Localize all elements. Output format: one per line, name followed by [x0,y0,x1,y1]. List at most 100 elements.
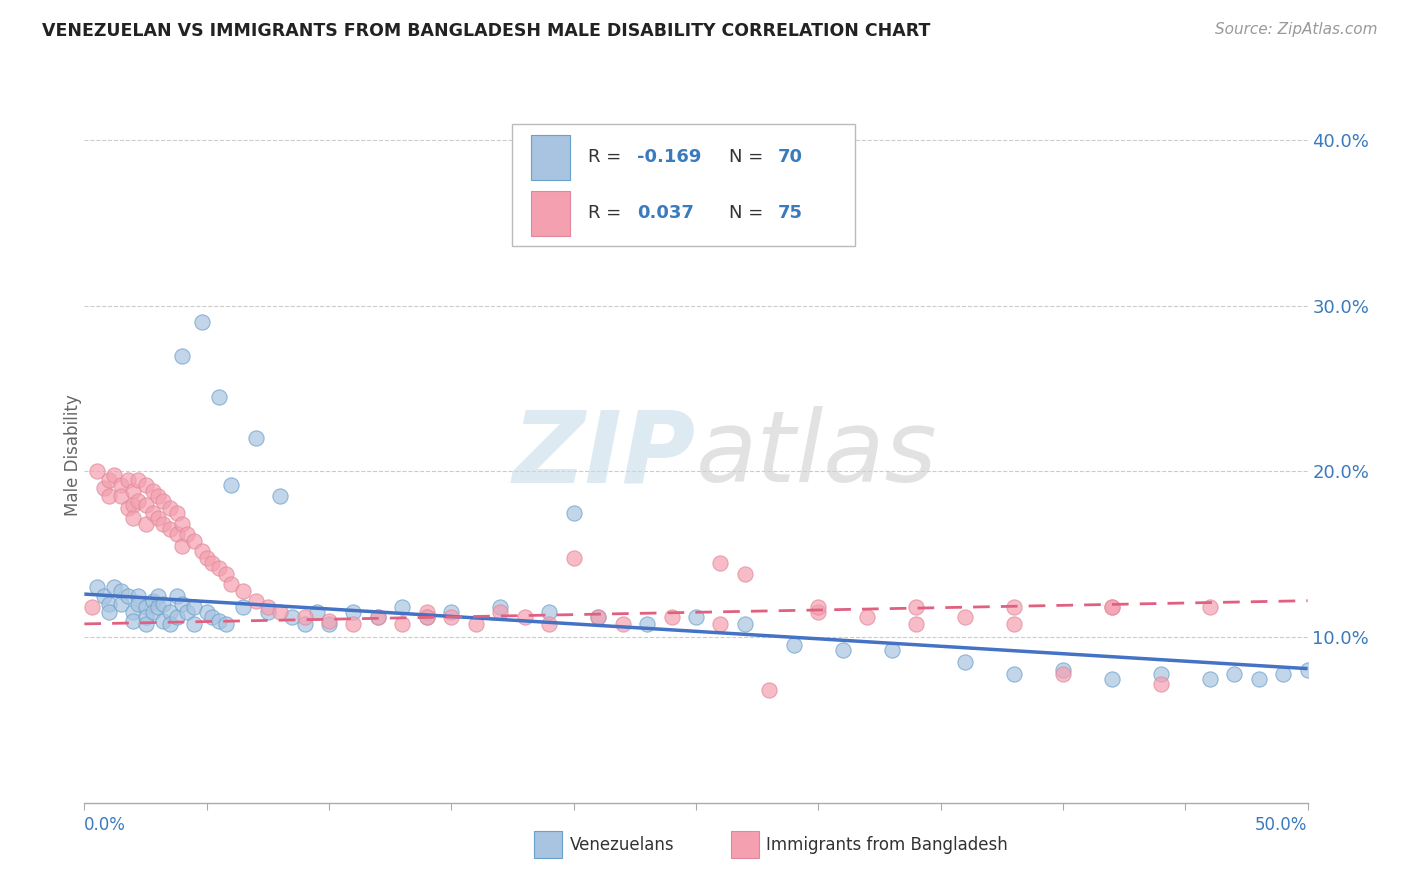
Point [191,544,214,558]
Point [807,600,830,615]
Point [103,467,125,482]
Point [172,597,194,611]
Point [110,583,132,598]
Point [80,600,103,615]
Point [172,517,194,532]
Point [1101,672,1123,686]
Point [117,473,139,487]
Point [172,349,194,363]
Point [636,616,658,631]
Point [1272,666,1295,681]
Text: R =: R = [588,148,627,167]
Point [86,465,108,479]
Text: ZIP: ZIP [513,407,696,503]
Point [97,597,120,611]
Point [117,589,139,603]
Point [215,616,238,631]
Point [195,605,218,619]
Point [146,600,169,615]
Point [513,610,536,624]
Point [1002,666,1025,681]
Point [905,616,928,631]
Point [166,506,188,520]
Point [127,597,149,611]
Point [191,315,214,329]
Point [305,605,328,619]
Point [807,605,830,619]
Point [135,517,157,532]
Point [734,567,756,582]
Point [146,589,169,603]
Point [257,600,280,615]
Point [166,610,188,624]
Point [103,581,125,595]
Point [416,610,439,624]
Point [110,489,132,503]
Point [127,473,149,487]
Point [142,484,165,499]
Point [135,610,157,624]
Point [135,498,157,512]
Point [183,600,205,615]
Point [142,506,165,520]
Text: Source: ZipAtlas.com: Source: ZipAtlas.com [1215,22,1378,37]
Point [269,489,291,503]
Point [416,605,439,619]
Point [195,550,218,565]
Point [1052,666,1074,681]
Point [93,589,115,603]
Point [1150,676,1173,690]
Point [146,489,169,503]
Y-axis label: Male Disability: Male Disability [65,394,82,516]
Point [342,605,364,619]
Point [758,683,780,698]
Point [215,567,238,582]
Point [122,484,145,499]
Point [953,655,976,669]
Point [122,605,145,619]
Point [166,589,188,603]
Point [391,600,413,615]
Point [440,610,463,624]
Point [294,610,316,624]
Point [183,534,205,549]
Point [562,506,585,520]
Point [257,605,280,619]
Point [142,605,165,619]
Point [1101,600,1123,615]
FancyBboxPatch shape [531,191,569,235]
Point [318,616,340,631]
Point [208,390,231,404]
Point [1150,666,1173,681]
Point [127,494,149,508]
Point [152,614,174,628]
FancyBboxPatch shape [512,124,855,246]
Point [685,610,707,624]
Text: atlas: atlas [696,407,938,503]
Point [159,605,181,619]
Point [86,581,108,595]
Point [122,498,145,512]
Point [200,610,222,624]
Point [1247,672,1270,686]
Point [110,597,132,611]
Point [166,527,188,541]
Point [318,614,340,628]
Point [1223,666,1246,681]
Point [269,605,291,619]
Point [232,600,254,615]
Point [880,643,903,657]
Point [1198,600,1220,615]
Point [200,556,222,570]
Point [562,550,585,565]
Point [142,593,165,607]
Text: Venezuelans: Venezuelans [569,836,673,854]
Point [183,616,205,631]
Point [831,643,853,657]
Point [97,605,120,619]
Point [208,560,231,574]
Point [219,477,242,491]
Point [245,431,267,445]
Text: R =: R = [588,204,627,222]
Point [440,605,463,619]
